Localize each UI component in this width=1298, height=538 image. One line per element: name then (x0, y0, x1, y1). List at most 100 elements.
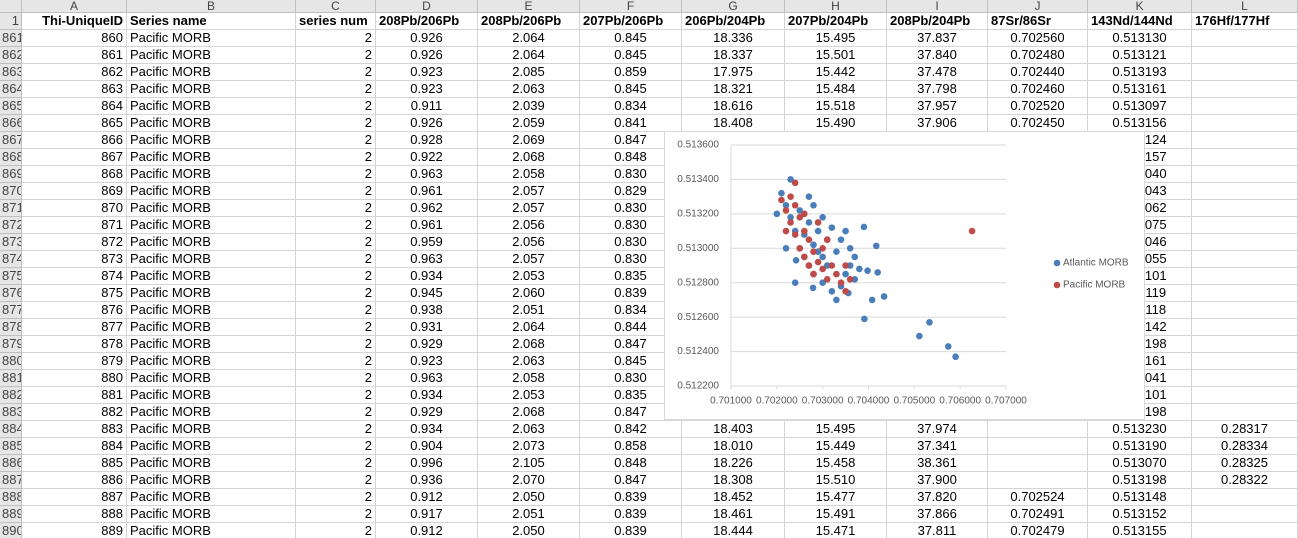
cell[interactable]: 2 (296, 47, 376, 64)
cell[interactable]: 2.056 (478, 234, 580, 251)
cell[interactable]: Pacific MORB (127, 268, 296, 285)
cell[interactable]: 0.513193 (1088, 64, 1192, 81)
row-number[interactable]: 882 (0, 387, 22, 404)
cell[interactable]: 0.929 (376, 336, 478, 353)
cell[interactable]: Pacific MORB (127, 421, 296, 438)
cell[interactable]: 15.484 (785, 81, 887, 98)
cell[interactable]: Pacific MORB (127, 319, 296, 336)
cell[interactable]: 2 (296, 285, 376, 302)
column-letter[interactable]: I (887, 0, 988, 13)
cell[interactable]: 0.513161 (1088, 81, 1192, 98)
cell[interactable]: 37.906 (887, 115, 988, 132)
cell[interactable] (1192, 404, 1298, 421)
cell[interactable]: 0.912 (376, 523, 478, 538)
cell[interactable]: 0.961 (376, 183, 478, 200)
column-letter[interactable]: A (22, 0, 127, 13)
cell[interactable]: Pacific MORB (127, 353, 296, 370)
row-number[interactable]: 869 (0, 166, 22, 183)
cell[interactable]: 18.616 (682, 98, 785, 115)
column-letter[interactable]: B (127, 0, 296, 13)
cell[interactable]: Pacific MORB (127, 455, 296, 472)
column-letter[interactable]: L (1192, 0, 1298, 13)
cell[interactable]: 37.811 (887, 523, 988, 538)
cell[interactable] (988, 421, 1088, 438)
cell[interactable]: 2.064 (478, 319, 580, 336)
cell[interactable]: Pacific MORB (127, 506, 296, 523)
cell[interactable]: Pacific MORB (127, 149, 296, 166)
row-number[interactable]: 877 (0, 302, 22, 319)
row-number[interactable]: 885 (0, 438, 22, 455)
cell[interactable]: 868 (22, 166, 127, 183)
cell[interactable]: 0.513198 (1088, 472, 1192, 489)
cell[interactable]: 882 (22, 404, 127, 421)
cell[interactable]: 0.934 (376, 387, 478, 404)
cell[interactable]: 867 (22, 149, 127, 166)
cell[interactable]: 0.702450 (988, 115, 1088, 132)
column-letter[interactable]: E (478, 0, 580, 13)
cell[interactable]: 2.105 (478, 455, 580, 472)
cell[interactable] (1192, 217, 1298, 234)
cell[interactable]: 0.917 (376, 506, 478, 523)
cell[interactable]: 2 (296, 455, 376, 472)
cell[interactable]: 2.064 (478, 47, 580, 64)
cell[interactable] (1192, 336, 1298, 353)
column-letter[interactable]: J (988, 0, 1088, 13)
cell[interactable]: 37.974 (887, 421, 988, 438)
cell[interactable] (1192, 47, 1298, 64)
cell[interactable]: 864 (22, 98, 127, 115)
cell[interactable]: 0.926 (376, 115, 478, 132)
cell[interactable]: 0.936 (376, 472, 478, 489)
cell[interactable]: 884 (22, 438, 127, 455)
cell[interactable] (1192, 98, 1298, 115)
cell[interactable]: 2.070 (478, 472, 580, 489)
cell[interactable]: 0.702491 (988, 506, 1088, 523)
cell[interactable]: 2.068 (478, 336, 580, 353)
header-cell[interactable]: series num (296, 13, 376, 30)
cell[interactable]: 0.513155 (1088, 523, 1192, 538)
cell[interactable]: 2.050 (478, 523, 580, 538)
cell[interactable]: 2 (296, 387, 376, 404)
cell[interactable]: 0.904 (376, 438, 478, 455)
cell[interactable]: 2 (296, 251, 376, 268)
cell[interactable] (1192, 353, 1298, 370)
cell[interactable]: 18.461 (682, 506, 785, 523)
cell[interactable]: 0.845 (580, 30, 682, 47)
row-number[interactable]: 868 (0, 149, 22, 166)
cell[interactable]: 0.842 (580, 421, 682, 438)
cell[interactable]: Pacific MORB (127, 336, 296, 353)
cell[interactable]: 0.513121 (1088, 47, 1192, 64)
cell[interactable] (1192, 183, 1298, 200)
cell[interactable]: 861 (22, 47, 127, 64)
row-number[interactable]: 862 (0, 47, 22, 64)
cell[interactable]: Pacific MORB (127, 64, 296, 81)
cell[interactable]: Pacific MORB (127, 489, 296, 506)
cell[interactable]: 865 (22, 115, 127, 132)
cell[interactable]: 0.28317 (1192, 421, 1298, 438)
row-number[interactable]: 861 (0, 30, 22, 47)
cell[interactable] (1192, 370, 1298, 387)
cell[interactable]: 0.931 (376, 319, 478, 336)
cell[interactable]: 0.702440 (988, 64, 1088, 81)
row-number[interactable]: 890 (0, 523, 22, 538)
row-number[interactable]: 878 (0, 319, 22, 336)
cell[interactable] (1192, 268, 1298, 285)
cell[interactable]: Pacific MORB (127, 81, 296, 98)
cell[interactable] (1192, 387, 1298, 404)
cell[interactable]: 0.28334 (1192, 438, 1298, 455)
cell[interactable]: 18.444 (682, 523, 785, 538)
column-letter[interactable]: F (580, 0, 682, 13)
cell[interactable]: 862 (22, 64, 127, 81)
cell[interactable]: 2.057 (478, 200, 580, 217)
row-number[interactable]: 875 (0, 268, 22, 285)
column-letter[interactable]: G (682, 0, 785, 13)
cell[interactable]: 2 (296, 489, 376, 506)
cell[interactable]: 2 (296, 404, 376, 421)
cell[interactable]: 0.839 (580, 489, 682, 506)
header-cell[interactable]: 206Pb/204Pb (682, 13, 785, 30)
cell[interactable]: 0.28325 (1192, 455, 1298, 472)
cell[interactable]: 2 (296, 217, 376, 234)
cell[interactable]: 881 (22, 387, 127, 404)
cell[interactable]: 15.495 (785, 30, 887, 47)
cell[interactable] (1192, 506, 1298, 523)
cell[interactable]: 0.513156 (1088, 115, 1192, 132)
